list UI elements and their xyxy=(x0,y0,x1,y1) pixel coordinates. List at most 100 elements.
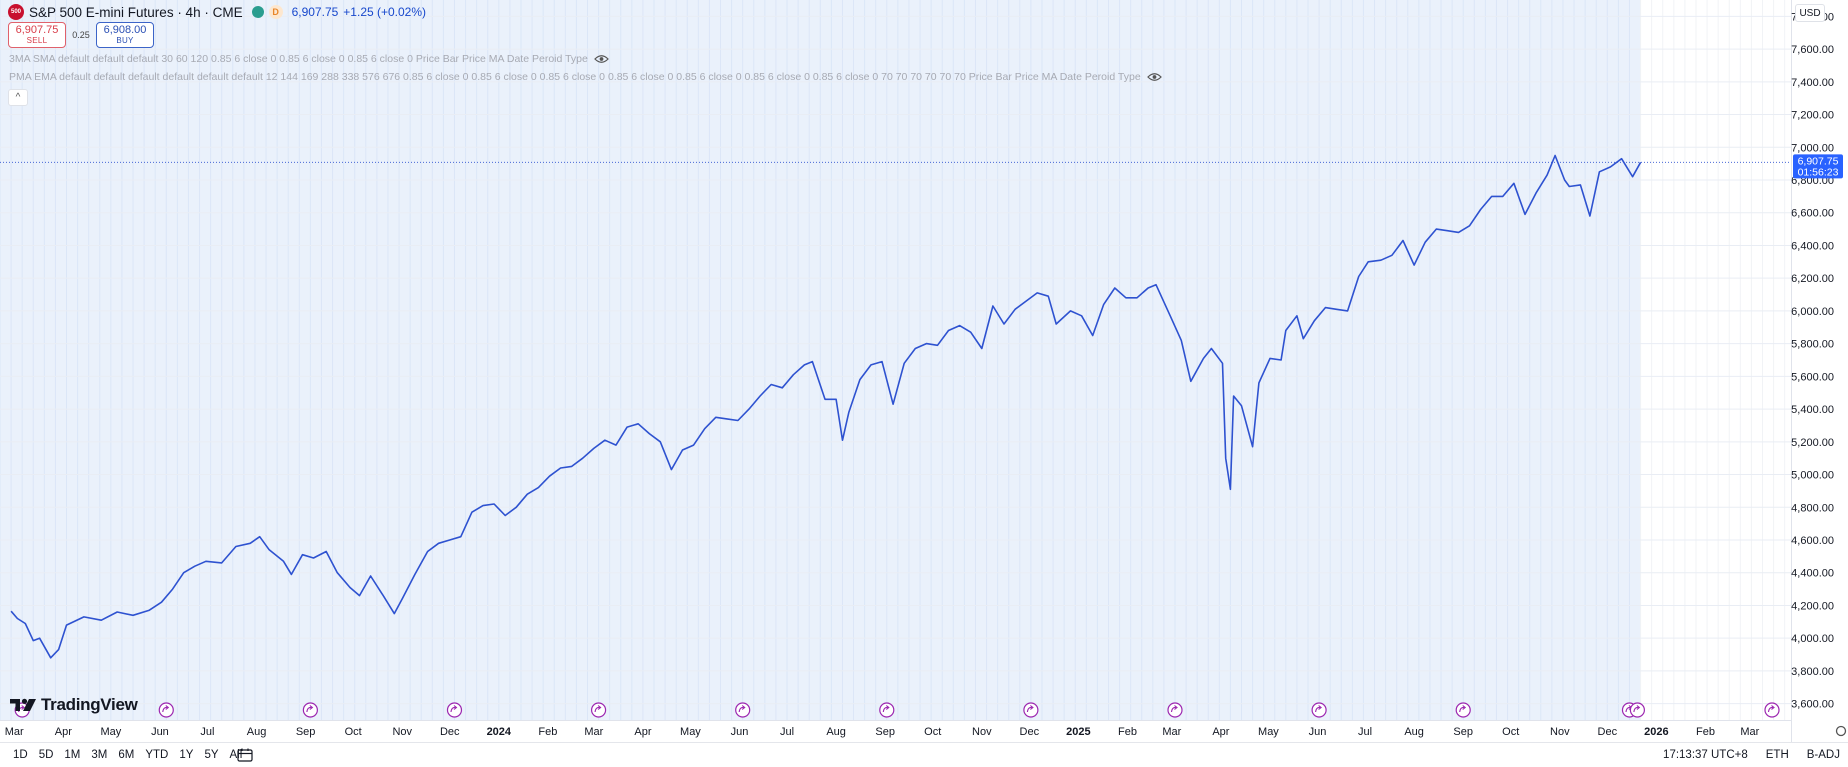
current-price-value: 6,907.75 xyxy=(1798,155,1839,167)
x-tick-label: Nov xyxy=(972,726,992,738)
y-tick-label: 7,600.00 xyxy=(1791,44,1834,56)
x-tick-label: Jun xyxy=(151,726,169,738)
eye-icon[interactable] xyxy=(593,54,609,64)
x-tick-label: Apr xyxy=(1212,726,1229,738)
event-arrow-icon[interactable] xyxy=(1023,702,1039,718)
range-button-5y[interactable]: 5Y xyxy=(204,749,219,761)
event-arrow-icon[interactable] xyxy=(1311,702,1327,718)
event-arrow-icon[interactable] xyxy=(1167,702,1183,718)
event-arrow-icon[interactable] xyxy=(1629,702,1645,718)
current-price-label xyxy=(1793,154,1843,179)
tradingview-logo-text: TradingView xyxy=(41,695,138,714)
x-tick-label: Oct xyxy=(924,726,941,738)
clock-time[interactable]: 17:13:37 UTC+8 xyxy=(1663,749,1748,761)
range-button-6m[interactable]: 6M xyxy=(118,749,135,761)
price-axis[interactable] xyxy=(1791,0,1848,742)
event-arrow-icon[interactable] xyxy=(1764,702,1780,718)
symbol-logo: 500 xyxy=(8,4,24,20)
range-button-3m[interactable]: 3M xyxy=(91,749,108,761)
x-tick-label: Apr xyxy=(634,726,651,738)
event-arrow-icon[interactable] xyxy=(590,702,607,718)
y-tick-label: 6,400.00 xyxy=(1791,240,1834,252)
price-chart[interactable]: 3,600.00 3,800.00 4,000.00 4,200.00 4,400.00… xyxy=(0,0,1848,742)
price-series-line[interactable] xyxy=(10,154,1642,659)
collapse-legend-button[interactable]: ^ xyxy=(8,89,28,106)
market-status-icon[interactable] xyxy=(251,6,264,18)
event-arrow-icon[interactable] xyxy=(735,702,751,718)
y-tick-label: 4,400.00 xyxy=(1791,568,1834,580)
range-button-ytd[interactable]: YTD xyxy=(145,749,169,761)
vertical-gridlines xyxy=(0,0,1786,720)
indicator-legend-pma[interactable]: PMA EMA default default default default … xyxy=(9,71,1162,83)
tradingview-logo[interactable]: TradingView xyxy=(10,695,138,715)
y-tick-label: 4,800.00 xyxy=(1791,502,1834,514)
x-tick-label: Aug xyxy=(247,726,267,738)
x-tick-label: Jul xyxy=(1358,726,1372,738)
trade-buttons: 6,907.75 SELL 0.25 6,908.00 BUY xyxy=(8,22,154,48)
bottom-toolbar: 1D 5D 1M 3M 6M YTD 1Y 5Y All 17:13:37 UTC+8 ETH … xyxy=(0,742,1848,767)
buy-label: BUY xyxy=(116,35,134,45)
bar-countdown: 01:56:23 xyxy=(1798,166,1839,178)
x-tick-label: Feb xyxy=(1696,726,1715,738)
currency-button[interactable]: USD xyxy=(1795,4,1825,22)
adjustment-button[interactable]: B-ADJ xyxy=(1806,749,1840,761)
x-tick-label: Dec xyxy=(1020,726,1040,738)
range-buttons: 1D 5D 1M 3M 6M YTD 1Y 5Y All xyxy=(13,749,242,761)
event-arrow-icon[interactable] xyxy=(879,702,895,718)
y-tick-label: 4,000.00 xyxy=(1791,633,1834,645)
status-bar: 17:13:37 UTC+8 ETH B-ADJ xyxy=(1663,749,1840,761)
tradingview-logo-icon xyxy=(10,698,36,711)
event-arrow-icon[interactable] xyxy=(1455,702,1471,718)
chart-pane[interactable]: 3,600.00 3,800.00 4,000.00 4,200.00 4,400.00… xyxy=(0,0,1848,742)
x-tick-label: Jul xyxy=(780,726,794,738)
range-button-5d[interactable]: 5D xyxy=(38,749,54,761)
x-tick-label: Oct xyxy=(345,726,362,738)
event-arrow-icon[interactable] xyxy=(302,702,318,718)
y-tick-label: 3,800.00 xyxy=(1791,666,1834,678)
y-tick-label: 5,800.00 xyxy=(1791,339,1834,351)
range-button-1y[interactable]: 1Y xyxy=(179,749,194,761)
x-tick-label: 2025 xyxy=(1066,726,1090,738)
calendar-icon[interactable] xyxy=(237,748,253,762)
event-arrow-icon[interactable] xyxy=(158,702,174,718)
indicator-text: 3MA SMA default default default 30 60 12… xyxy=(9,53,588,65)
y-tick-label: 6,600.00 xyxy=(1791,208,1834,220)
x-tick-label: Jun xyxy=(1309,726,1327,738)
sell-button[interactable]: 6,907.75 SELL xyxy=(8,22,66,48)
range-button-1d[interactable]: 1D xyxy=(13,749,28,761)
buy-button[interactable]: 6,908.00 BUY xyxy=(96,22,154,48)
x-tick-label: Aug xyxy=(1404,726,1424,738)
range-button-all[interactable]: All xyxy=(229,749,243,761)
y-tick-label: 5,000.00 xyxy=(1791,470,1834,482)
delayed-flag[interactable]: D xyxy=(268,5,283,19)
indicator-legend-3ma[interactable]: 3MA SMA default default default 30 60 12… xyxy=(9,53,609,65)
x-tick-label: Mar xyxy=(1162,726,1181,738)
y-tick-label: 5,600.00 xyxy=(1791,371,1834,383)
y-tick-label: 3,600.00 xyxy=(1791,699,1834,711)
gear-icon[interactable] xyxy=(1835,725,1847,737)
x-tick-label: Dec xyxy=(440,726,460,738)
x-tick-label: Apr xyxy=(55,726,72,738)
event-arrow-icon[interactable] xyxy=(446,702,463,718)
x-tick-label: May xyxy=(1258,726,1279,738)
x-tick-label: Feb xyxy=(538,726,557,738)
y-tick-label: 5,200.00 xyxy=(1791,437,1834,449)
x-tick-label: Jun xyxy=(731,726,749,738)
y-tick-label: 5,400.00 xyxy=(1791,404,1834,416)
sell-price: 6,907.75 xyxy=(15,24,59,37)
y-tick-label: 7,200.00 xyxy=(1791,110,1834,122)
y-tick-label: 4,200.00 xyxy=(1791,600,1834,612)
eye-icon[interactable] xyxy=(1146,72,1162,82)
x-tick-label: Dec xyxy=(1598,726,1618,738)
sell-label: SELL xyxy=(26,35,48,45)
x-tick-label: Oct xyxy=(1502,726,1519,738)
x-tick-label: Aug xyxy=(826,726,846,738)
session-button[interactable]: ETH xyxy=(1765,749,1789,761)
spread-value: 0.25 xyxy=(72,30,90,40)
y-tick-label: 7,000.00 xyxy=(1791,142,1834,154)
x-tick-label: 2026 xyxy=(1644,726,1668,738)
symbol-title[interactable]: S&P 500 E-mini Futures · 4h · CME xyxy=(29,4,243,20)
price-change: +1.25 (+0.02%) xyxy=(343,5,427,19)
range-button-1m[interactable]: 1M xyxy=(64,749,81,761)
